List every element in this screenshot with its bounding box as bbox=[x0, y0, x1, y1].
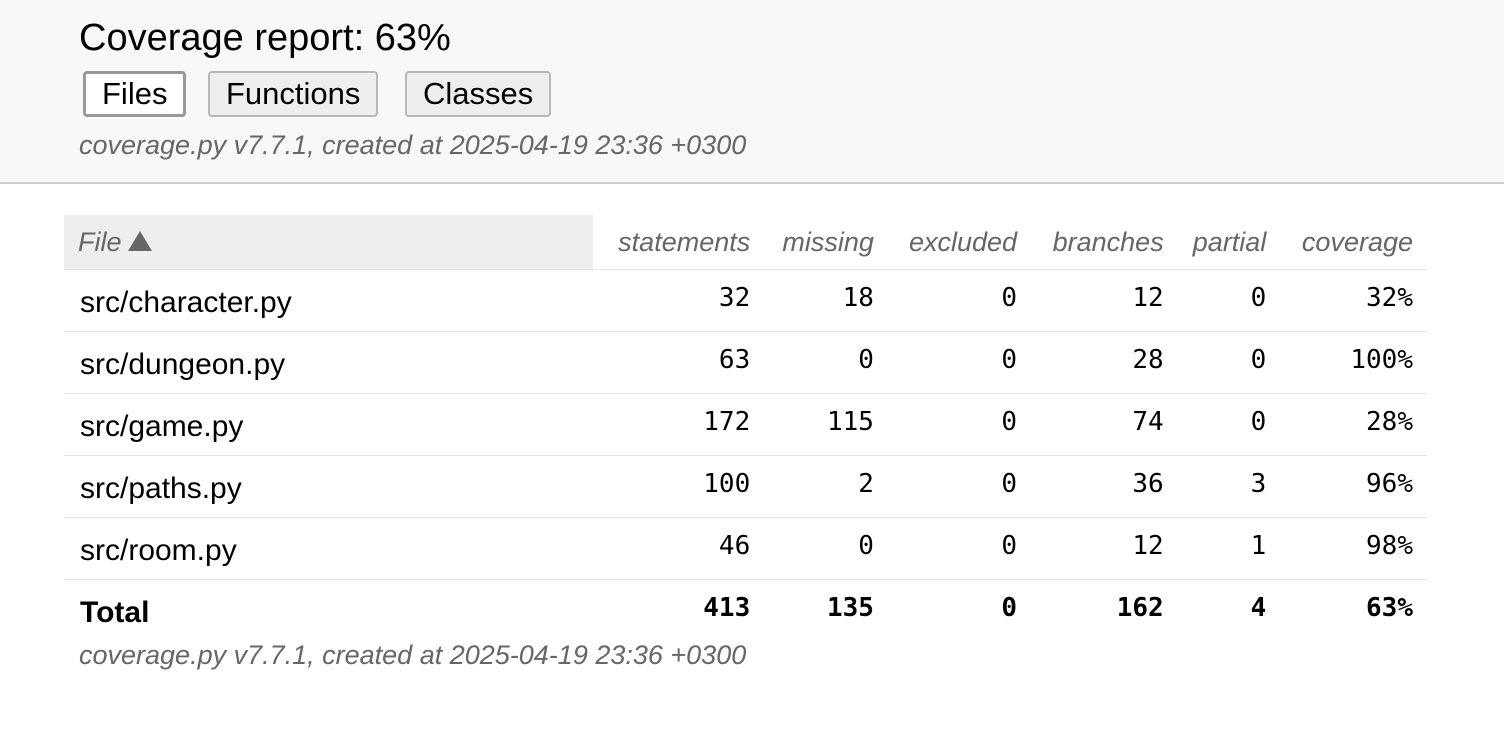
file-link[interactable]: src/room.py bbox=[80, 533, 237, 567]
total-excluded-cell: 0 bbox=[887, 579, 1032, 641]
total-statements-cell: 413 bbox=[593, 579, 765, 641]
missing-cell: 0 bbox=[764, 517, 888, 580]
total-coverage-cell: 63% bbox=[1280, 579, 1427, 641]
file-cell: src/dungeon.py bbox=[64, 331, 593, 394]
page-title: Coverage report: 63% bbox=[79, 17, 451, 59]
file-cell: src/paths.py bbox=[64, 455, 593, 518]
file-cell: src/character.py bbox=[64, 269, 593, 332]
total-missing-cell: 135 bbox=[764, 579, 888, 641]
table-row: src/dungeon.py 63 0 0 28 0 100% bbox=[64, 331, 1427, 394]
branches-cell: 74 bbox=[1031, 393, 1178, 456]
table-row: src/room.py 46 0 0 12 1 98% bbox=[64, 517, 1427, 580]
excluded-cell: 0 bbox=[887, 331, 1032, 394]
missing-cell: 0 bbox=[764, 331, 888, 394]
total-branches-cell: 162 bbox=[1031, 579, 1178, 641]
file-link[interactable]: src/game.py bbox=[80, 409, 244, 443]
column-header-excluded[interactable]: excluded bbox=[908, 226, 1018, 257]
missing-cell: 18 bbox=[764, 269, 888, 332]
file-cell: src/room.py bbox=[64, 517, 593, 580]
column-header-file[interactable]: File bbox=[64, 215, 593, 270]
statements-cell: 63 bbox=[593, 331, 765, 394]
statements-cell: 172 bbox=[593, 393, 765, 456]
table-row: src/game.py 172 115 0 74 0 28% bbox=[64, 393, 1427, 456]
coverage-cell: 98% bbox=[1280, 517, 1427, 580]
file-link[interactable]: src/paths.py bbox=[80, 471, 242, 505]
file-link[interactable]: src/dungeon.py bbox=[80, 347, 286, 381]
column-header-branches[interactable]: branches bbox=[1052, 226, 1164, 257]
tab-classes[interactable]: Classes bbox=[405, 71, 552, 117]
footer-created-info: coverage.py v7.7.1, created at 2025-04-1… bbox=[79, 640, 747, 670]
coverage-cell: 100% bbox=[1280, 331, 1427, 394]
file-link[interactable]: src/character.py bbox=[80, 285, 292, 319]
excluded-cell: 0 bbox=[887, 455, 1032, 518]
missing-cell: 115 bbox=[764, 393, 888, 456]
column-header-missing[interactable]: missing bbox=[782, 226, 874, 257]
branches-cell: 28 bbox=[1031, 331, 1178, 394]
column-header-partial[interactable]: partial bbox=[1192, 226, 1267, 257]
total-partial-cell: 4 bbox=[1177, 579, 1281, 641]
coverage-cell: 96% bbox=[1280, 455, 1427, 518]
coverage-cell: 32% bbox=[1280, 269, 1427, 332]
statements-cell: 100 bbox=[593, 455, 765, 518]
total-label: Total bbox=[64, 579, 593, 641]
report-header: Coverage report: 63% Files Functions Cla… bbox=[0, 0, 1504, 184]
coverage-table: File statements missing excluded branche… bbox=[64, 215, 1427, 641]
missing-cell: 2 bbox=[764, 455, 888, 518]
created-info: coverage.py v7.7.1, created at 2025-04-1… bbox=[79, 130, 747, 160]
sort-ascending-icon bbox=[127, 230, 152, 251]
excluded-cell: 0 bbox=[887, 393, 1032, 456]
partial-cell: 1 bbox=[1177, 517, 1281, 580]
coverage-cell: 28% bbox=[1280, 393, 1427, 456]
table-row: src/paths.py 100 2 0 36 3 96% bbox=[64, 455, 1427, 518]
excluded-cell: 0 bbox=[887, 517, 1032, 580]
table-header-row: File statements missing excluded branche… bbox=[64, 215, 1427, 270]
branches-cell: 12 bbox=[1031, 517, 1178, 580]
column-header-coverage[interactable]: coverage bbox=[1301, 226, 1413, 257]
statements-cell: 46 bbox=[593, 517, 765, 580]
statements-cell: 32 bbox=[593, 269, 765, 332]
file-cell: src/game.py bbox=[64, 393, 593, 456]
partial-cell: 0 bbox=[1177, 269, 1281, 332]
tab-functions[interactable]: Functions bbox=[208, 71, 379, 117]
branches-cell: 12 bbox=[1031, 269, 1178, 332]
tab-files[interactable]: Files bbox=[83, 71, 187, 117]
column-header-file-label: File bbox=[78, 226, 122, 257]
partial-cell: 0 bbox=[1177, 331, 1281, 394]
branches-cell: 36 bbox=[1031, 455, 1178, 518]
partial-cell: 3 bbox=[1177, 455, 1281, 518]
excluded-cell: 0 bbox=[887, 269, 1032, 332]
column-header-statements[interactable]: statements bbox=[618, 226, 751, 257]
total-row: Total 413 135 0 162 4 63% bbox=[64, 579, 1427, 641]
table-row: src/character.py 32 18 0 12 0 32% bbox=[64, 269, 1427, 332]
partial-cell: 0 bbox=[1177, 393, 1281, 456]
